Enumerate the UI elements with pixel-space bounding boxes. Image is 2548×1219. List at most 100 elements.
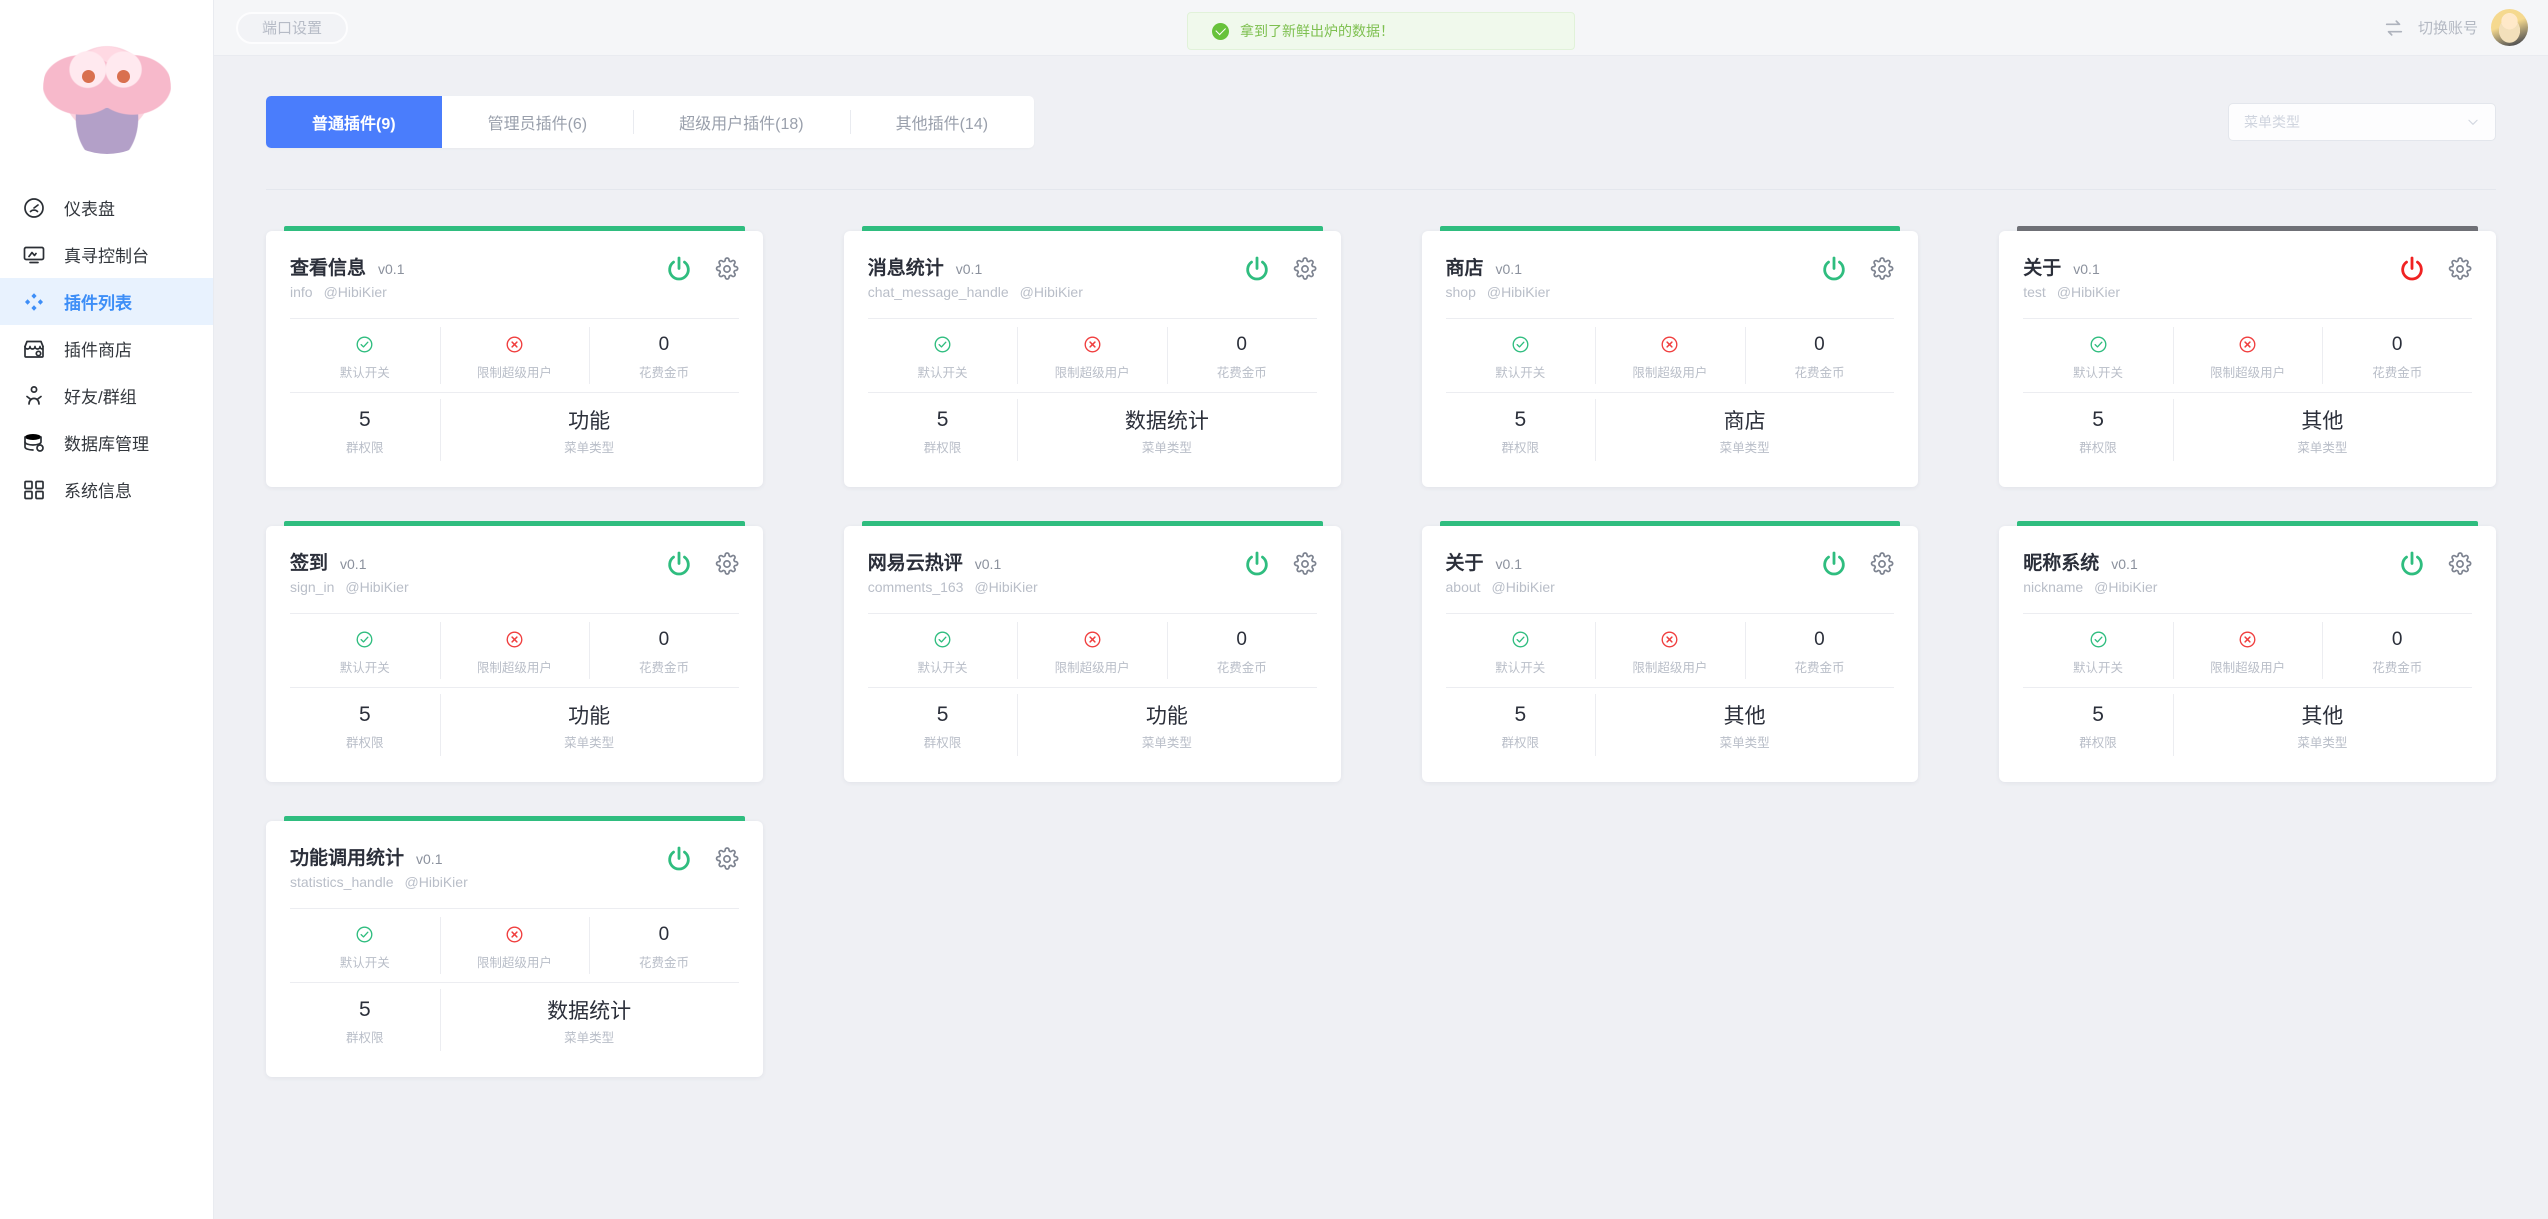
- card-title-line: 消息统计 v0.1: [868, 253, 1243, 280]
- card-accent-bar: [1439, 521, 1901, 526]
- stat-default-switch: 默认开关: [1446, 319, 1596, 392]
- switch-arrows-icon[interactable]: [2383, 17, 2405, 39]
- plugin-card[interactable]: 签到 v0.1 sign_in @HibiKier 默认开关 限制超级用户 0 花费金币 5 群权…: [266, 521, 763, 782]
- settings-gear-icon[interactable]: [1293, 552, 1317, 576]
- plugin-module: chat_message_handle: [867, 284, 1009, 300]
- tab-4[interactable]: 其他插件(14): [849, 96, 1034, 148]
- stat-cost-gold-value: 0: [658, 333, 670, 355]
- stat-limit-superuser-label: 限制超级用户: [1054, 661, 1130, 675]
- card-stats-bottom: 5 群权限 数据统计 菜单类型: [868, 393, 1317, 467]
- card-subtitle-line: chat_message_handle @HibiKier: [868, 284, 1243, 300]
- power-toggle-icon[interactable]: [665, 255, 693, 283]
- stat-limit-superuser-value: [1017, 332, 1167, 357]
- plugin-author: @HibiKier: [2094, 579, 2158, 595]
- stat-cost-gold: 0 花费金币: [589, 909, 739, 982]
- stat-menu-type-label: 菜单类型: [1719, 736, 1770, 750]
- settings-gear-icon[interactable]: [1870, 257, 1894, 281]
- card-title-line: 关于 v0.1: [2023, 253, 2398, 280]
- stat-group-level-value: 5: [2092, 702, 2104, 726]
- power-toggle-icon[interactable]: [2398, 550, 2426, 578]
- settings-gear-icon[interactable]: [715, 257, 739, 281]
- sidebar-item-7[interactable]: 系统信息: [0, 466, 213, 513]
- settings-gear-icon[interactable]: [715, 847, 739, 871]
- cross-circle-icon: [1084, 336, 1101, 353]
- plugin-card[interactable]: 查看信息 v0.1 info @HibiKier 默认开关 限制超级用户 0 花费金币 5 群权限…: [266, 226, 763, 487]
- stat-group-level: 5 群权限: [290, 688, 440, 762]
- card-header: 功能调用统计 v0.1 statistics_handle @HibiKier: [290, 843, 739, 890]
- stat-group-level-label: 群权限: [923, 441, 962, 455]
- card-subtitle-line: statistics_handle @HibiKier: [290, 874, 665, 890]
- stat-default-switch: 默认开关: [290, 614, 440, 687]
- card-accent-bar: [1439, 226, 1901, 231]
- sidebar-item-4[interactable]: 插件商店: [0, 325, 213, 372]
- power-toggle-icon[interactable]: [1243, 255, 1271, 283]
- user-avatar[interactable]: [2491, 9, 2528, 46]
- plugin-module: info: [290, 284, 313, 300]
- switch-account-label[interactable]: 切换账号: [2417, 20, 2478, 37]
- plugin-card[interactable]: 网易云热评 v0.1 comments_163 @HibiKier 默认开关 限制超级用户…: [843, 521, 1341, 782]
- stat-default-switch: 默认开关: [290, 319, 440, 392]
- plugin-card[interactable]: 关于 v0.1 test @HibiKier 默认开关 限制超级用户 0 花费金币 5 群权限 其他…: [1999, 226, 2496, 487]
- stat-limit-superuser: 限制超级用户: [439, 319, 590, 392]
- plugin-author: @HibiKier: [404, 874, 468, 890]
- plugin-card[interactable]: 关于 v0.1 about @HibiKier 默认开关 限制超级用户 0 花费金币 5 群权限 其…: [1421, 521, 1919, 782]
- card-accent-bar: [284, 226, 745, 231]
- check-circle-icon: [2090, 336, 2106, 353]
- card-title-line: 网易云热评 v0.1: [868, 548, 1243, 575]
- card-actions: [1820, 548, 1894, 578]
- card-stats-bottom: 5 群权限 功能 菜单类型: [868, 688, 1317, 762]
- stat-limit-superuser: 限制超级用户: [439, 909, 590, 982]
- card-accent-bar: [861, 521, 1323, 526]
- check-circle-icon: [2090, 631, 2106, 648]
- sidebar-item-6[interactable]: 数据库管理: [0, 419, 213, 466]
- power-toggle-icon[interactable]: [1243, 550, 1271, 578]
- sidebar-item-2[interactable]: 真寻控制台: [0, 231, 213, 278]
- stat-cost-gold-value: 0: [2391, 333, 2403, 355]
- stat-cost-gold-value: 0: [658, 628, 670, 650]
- tab-2[interactable]: 管理员插件(6): [487, 116, 588, 133]
- sidebar-nav: 仪表盘真寻控制台 插件列表 插件商店 好友/群组 数据库管理 系统信息: [0, 180, 213, 513]
- stat-menu-type-label: 菜单类型: [564, 1031, 615, 1045]
- tab-1[interactable]: 普通插件(9): [266, 96, 442, 148]
- card-header: 消息统计 v0.1 chat_message_handle @HibiKier: [868, 253, 1317, 300]
- menu-type-select[interactable]: 菜单类型: [2228, 103, 2496, 141]
- check-circle-icon: [1512, 631, 1529, 648]
- stat-menu-type-value: 功能: [568, 409, 611, 433]
- stat-menu-type: 功能 菜单类型: [1017, 688, 1316, 762]
- plugin-card[interactable]: 昵称系统 v0.1 nickname @HibiKier 默认开关 限制超级用户 0 花费金币…: [1999, 521, 2496, 782]
- sidebar-item-5[interactable]: 好友/群组: [0, 372, 213, 419]
- settings-gear-icon[interactable]: [1293, 257, 1317, 281]
- settings-gear-icon[interactable]: [2448, 552, 2472, 576]
- tab-3[interactable]: 超级用户插件(18): [633, 96, 849, 148]
- sidebar-item-3[interactable]: 插件列表: [0, 278, 213, 325]
- plugin-card[interactable]: 功能调用统计 v0.1 statistics_handle @HibiKier 默认开关…: [266, 816, 763, 1077]
- stat-default-switch-label: 默认开关: [1495, 366, 1546, 380]
- card-title-line: 功能调用统计 v0.1: [290, 843, 665, 870]
- power-toggle-icon[interactable]: [665, 845, 693, 873]
- plugin-card[interactable]: 商店 v0.1 shop @HibiKier 默认开关 限制超级用户 0 花费金币 5 群权限 商店…: [1421, 226, 1919, 487]
- stat-limit-superuser-value: [1595, 627, 1745, 652]
- stat-cost-gold: 0 花费金币: [589, 319, 739, 392]
- stat-group-level-value: 5: [1514, 407, 1527, 431]
- menu-type-placeholder: 菜单类型: [2244, 114, 2300, 130]
- sidebar-item-label: 仪表盘: [64, 200, 115, 219]
- power-toggle-icon[interactable]: [1820, 255, 1848, 283]
- settings-gear-icon[interactable]: [715, 552, 739, 576]
- card-subtitle-line: comments_163 @HibiKier: [868, 579, 1243, 595]
- sidebar-item-1[interactable]: 仪表盘: [0, 184, 213, 231]
- settings-gear-icon[interactable]: [1870, 552, 1894, 576]
- stat-menu-type-value: 其他: [1723, 704, 1766, 728]
- plugin-name: 关于: [2023, 258, 2062, 279]
- card-stats-top: 默认开关 限制超级用户 0 花费金币: [867, 613, 1317, 688]
- port-settings-button[interactable]: 端口设置: [236, 11, 349, 44]
- power-toggle-icon[interactable]: [665, 550, 693, 578]
- bot-avatar-icon: [42, 26, 171, 154]
- plugin-card[interactable]: 消息统计 v0.1 chat_message_handle @HibiKier 默认开关…: [843, 226, 1341, 487]
- settings-gear-icon[interactable]: [2448, 257, 2472, 281]
- power-toggle-icon[interactable]: [2398, 255, 2426, 283]
- success-toast: 拿到了新鲜出炉的数据！: [1187, 12, 1575, 50]
- plugin-version: v0.1: [955, 261, 983, 277]
- plugin-module: about: [1445, 579, 1481, 595]
- stat-group-level-label: 群权限: [346, 1031, 384, 1045]
- power-toggle-icon[interactable]: [1820, 550, 1848, 578]
